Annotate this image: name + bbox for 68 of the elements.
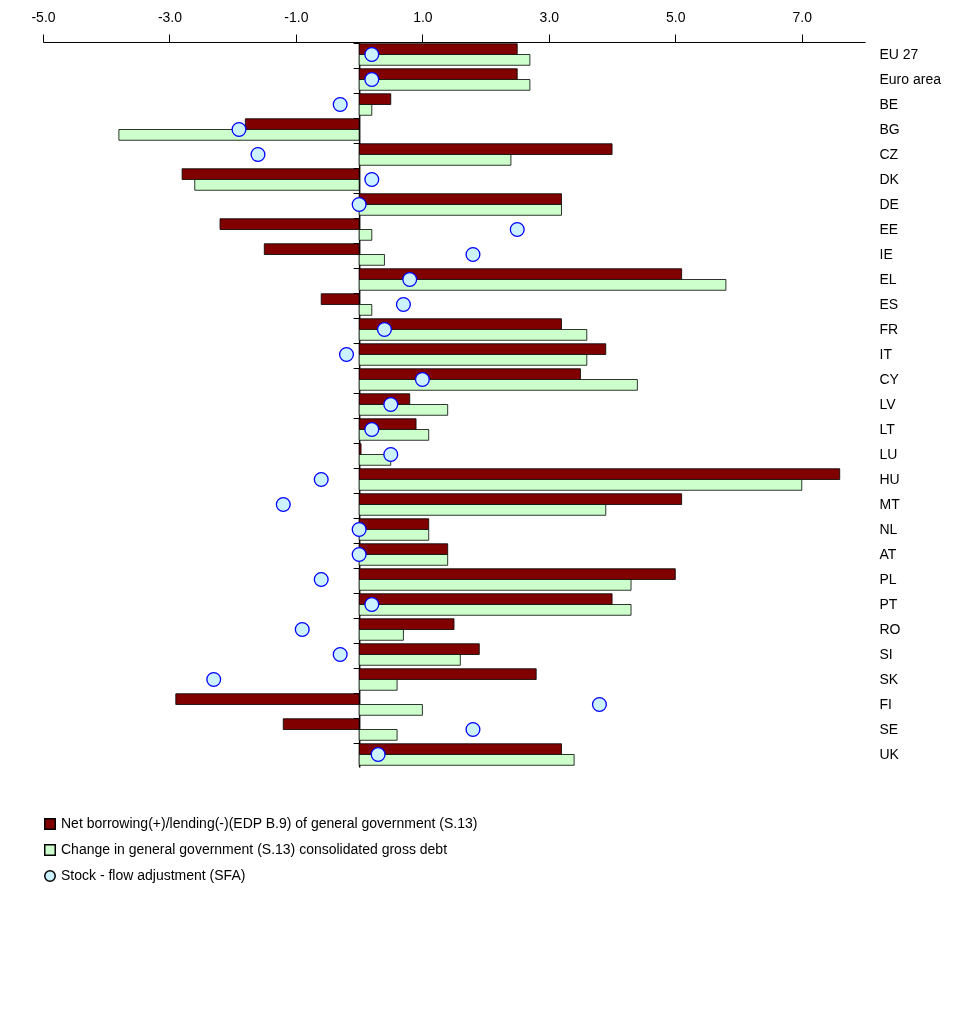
point [206, 671, 222, 688]
point [364, 46, 380, 63]
point [364, 596, 380, 613]
x-tick-label: -1.0 [284, 8, 309, 25]
point [509, 221, 525, 238]
point [351, 521, 367, 538]
x-tick-label: 1.0 [413, 8, 433, 25]
y-tick-label: AT [879, 545, 897, 562]
y-tick-label: LV [879, 395, 897, 412]
y-tick-label: BG [879, 120, 900, 137]
y-tick-label: UK [879, 745, 900, 762]
point [591, 696, 607, 713]
x-tick-label: -3.0 [157, 8, 183, 25]
point [313, 571, 329, 588]
y-tick-label: RO [879, 620, 901, 637]
y-tick-label: SE [879, 720, 899, 737]
point [395, 296, 411, 313]
point [338, 346, 355, 363]
y-tick-label: BE [879, 95, 899, 112]
point [332, 646, 348, 663]
y-tick-label: HU [879, 470, 900, 487]
y-tick-label: EE [879, 220, 899, 237]
legend-label: Net borrowing(+)/lending(-)(EDP B.9) of general government (S.13) [61, 815, 478, 831]
point [313, 471, 329, 488]
y-tick-label: CZ [879, 145, 899, 162]
y-tick-label: NL [879, 520, 898, 537]
y-tick-label: LU [879, 445, 898, 462]
x-tick-label: 5.0 [666, 8, 686, 25]
y-tick-label: EU 27 [879, 45, 919, 62]
y-tick-label: ES [879, 295, 899, 312]
point [414, 371, 430, 388]
point [402, 271, 418, 288]
y-tick-label: CY [879, 370, 900, 387]
y-tick-label: PL [879, 570, 897, 587]
point [364, 421, 380, 438]
y-tick-label: Euro area [879, 70, 942, 87]
y-tick-label: DE [879, 195, 899, 212]
y-tick-label: PT [879, 595, 898, 612]
x-tick-label: 3.0 [539, 8, 560, 25]
y-tick-label: DK [879, 170, 900, 187]
point [376, 321, 392, 338]
y-tick-label: SI [879, 645, 893, 662]
point [351, 546, 367, 563]
point [364, 71, 380, 88]
y-tick-label: SK [879, 670, 899, 687]
point [294, 621, 310, 638]
point [383, 446, 399, 463]
point [332, 96, 348, 113]
legend-label: Stock - flow adjustment (SFA) [61, 867, 246, 883]
point [465, 246, 481, 263]
y-tick-label: FI [879, 695, 892, 712]
point [351, 196, 367, 213]
y-tick-label: IT [879, 345, 893, 362]
point [383, 396, 399, 413]
point [364, 171, 380, 188]
y-tick-label: EL [879, 270, 897, 287]
x-tick-label: 7.0 [792, 8, 813, 25]
point [370, 746, 386, 763]
legend-label: Change in general government (S.13) consolidated gross debt [61, 841, 448, 857]
y-tick-label: FR [879, 320, 899, 337]
y-tick-label: LT [879, 420, 896, 437]
y-tick-label: IE [879, 245, 893, 262]
point [275, 496, 291, 513]
point [465, 721, 481, 738]
x-tick-label: -5.0 [31, 8, 56, 25]
point [231, 121, 247, 138]
y-tick-label: MT [879, 495, 901, 512]
point [250, 146, 266, 163]
